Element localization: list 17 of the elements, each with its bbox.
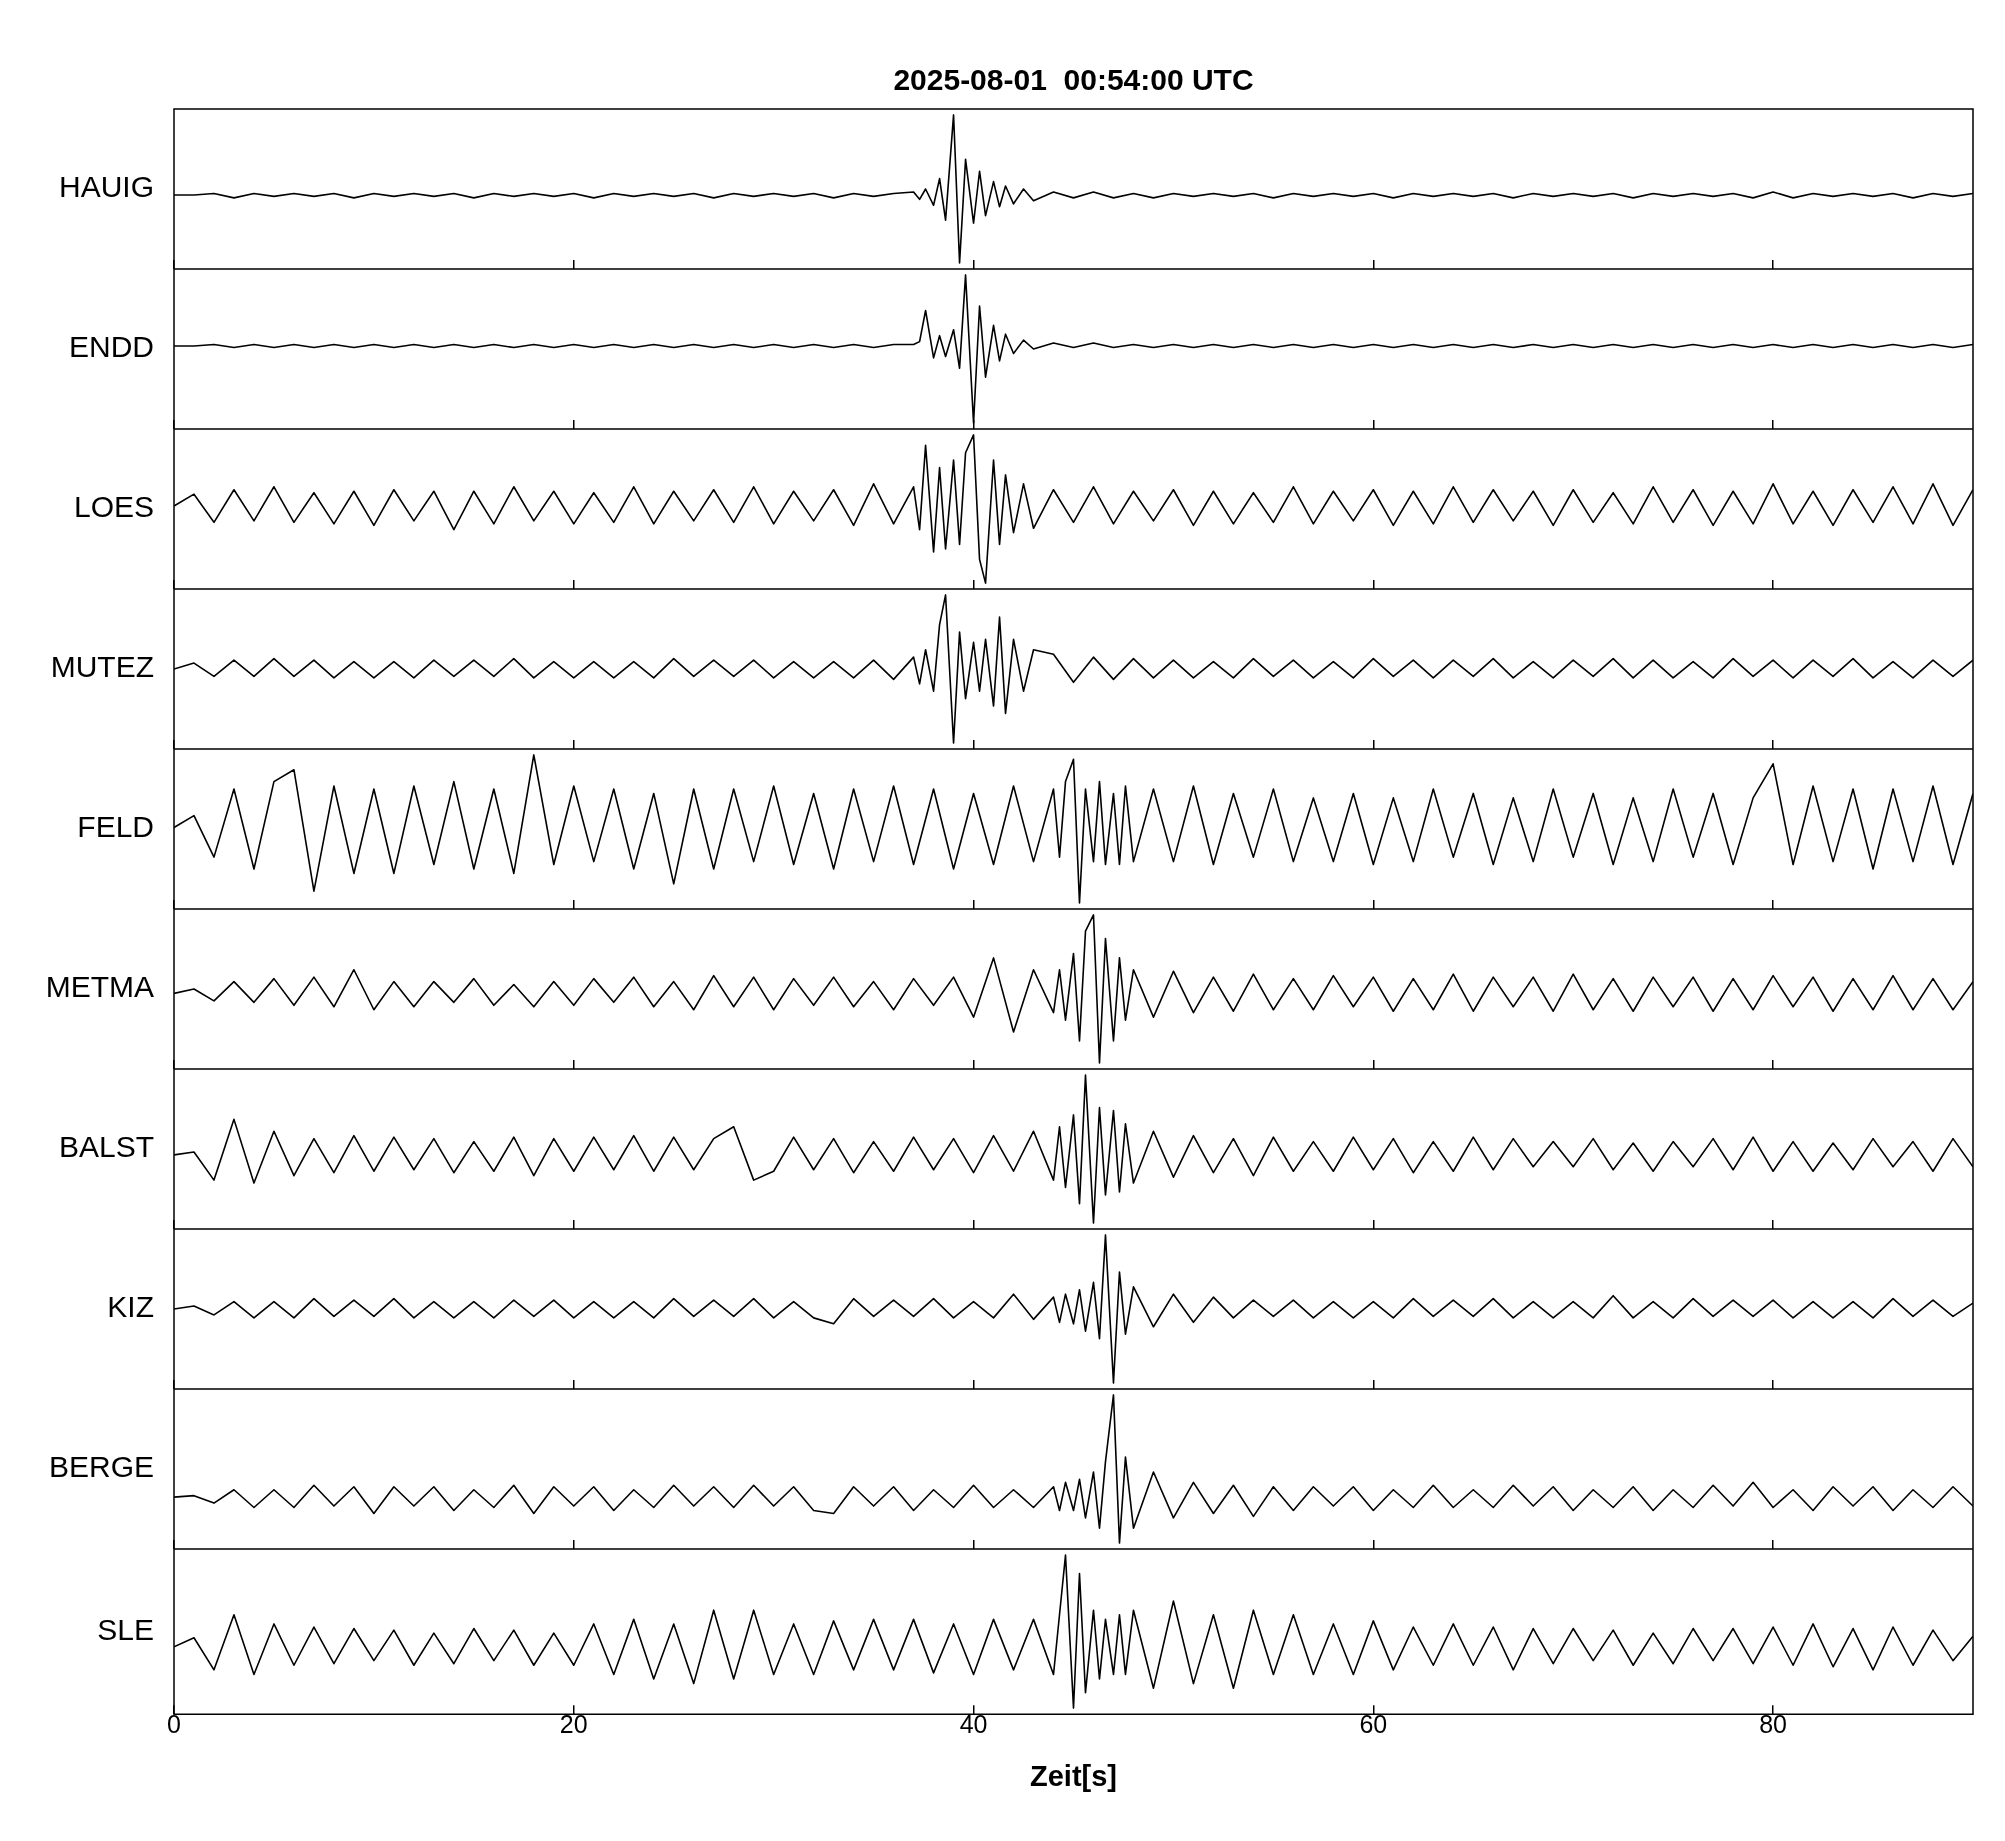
x-axis-title: Zeit[s]: [1030, 1759, 1117, 1792]
x-tick-label: 40: [959, 1710, 988, 1739]
y-axis-title: KIZ: [107, 1290, 154, 1324]
y-axis-title: METMA: [45, 970, 154, 1004]
x-tick-label: 60: [1359, 1710, 1388, 1739]
chart-title: 2025-08-01 00:54:00 UTC: [893, 63, 1254, 97]
y-axis-title: MUTEZ: [50, 650, 154, 684]
y-axis-title: BALST: [58, 1130, 154, 1164]
x-tick-label: 0: [167, 1710, 181, 1739]
y-axis-title: HAUIG: [58, 170, 154, 204]
y-axis-title: SLE: [97, 1612, 154, 1646]
y-axis-title: BERGE: [48, 1450, 154, 1484]
y-axis-title: FELD: [77, 810, 154, 844]
y-axis-title: ENDD: [68, 330, 154, 364]
x-tick-label: 80: [1759, 1710, 1788, 1739]
x-tick-label: 20: [559, 1710, 588, 1739]
y-axis-title: LOES: [73, 490, 154, 524]
